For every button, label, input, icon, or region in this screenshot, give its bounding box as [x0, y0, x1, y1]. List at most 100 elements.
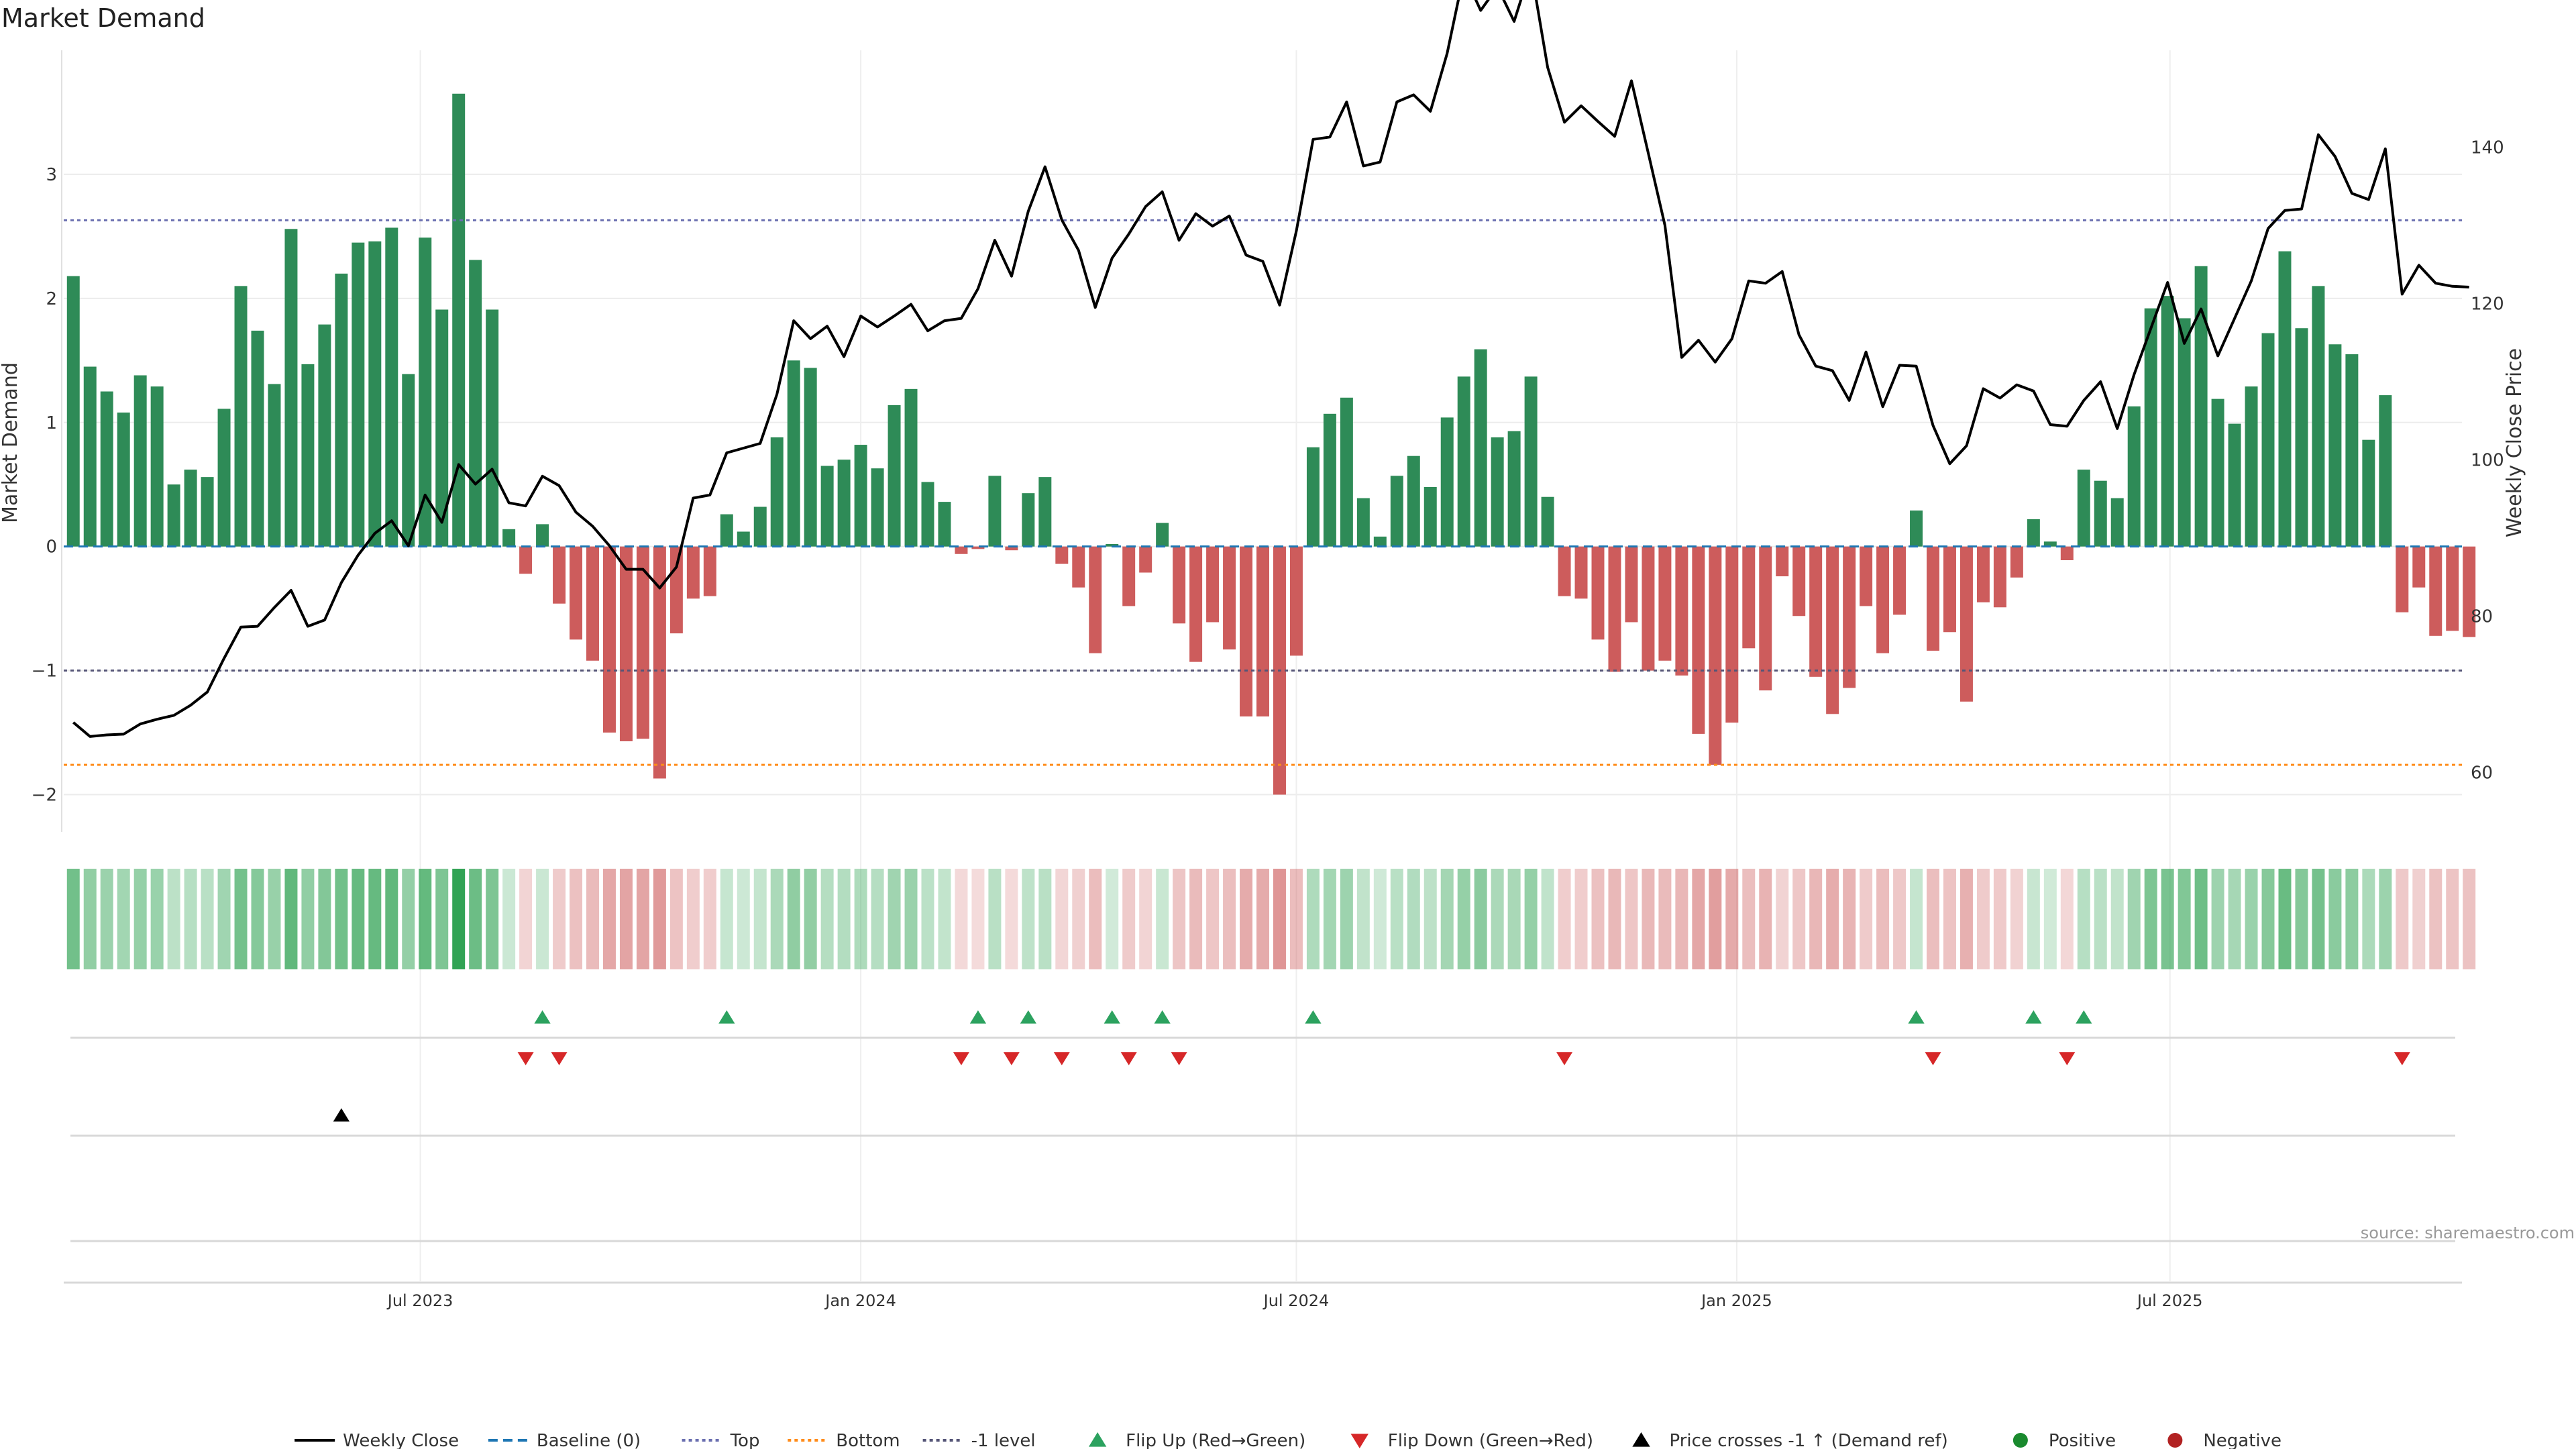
- legend-marker-circle: [2012, 1433, 2028, 1448]
- demand-bar: [570, 546, 583, 640]
- y-axis-label: Market Demand: [0, 362, 22, 523]
- heat-cell: [1742, 869, 1756, 969]
- demand-bar: [1055, 546, 1069, 564]
- heat-cell: [553, 869, 566, 969]
- heat-cell: [988, 869, 1002, 969]
- demand-bar: [1491, 437, 1504, 547]
- flip-down-marker: [2059, 1052, 2076, 1065]
- demand-bar: [1440, 417, 1454, 547]
- demand-bar: [1106, 543, 1119, 547]
- demand-bar: [2094, 480, 2107, 547]
- demand-bar: [284, 229, 298, 547]
- heat-cell: [184, 869, 197, 969]
- heat-cell: [1055, 869, 1069, 969]
- y2-tick-label: 100: [2471, 450, 2504, 470]
- demand-bar: [1507, 431, 1521, 547]
- chart-title: Market Demand: [1, 3, 205, 33]
- heat-cell: [1474, 869, 1487, 969]
- heat-cell: [117, 869, 130, 969]
- heat-cell: [385, 869, 398, 969]
- demand-bar: [1759, 546, 1772, 691]
- demand-bar: [435, 309, 449, 547]
- heat-cell: [2010, 869, 2023, 969]
- heat-cell: [1156, 869, 1169, 969]
- x-tick-label: Jul 2024: [1263, 1291, 1330, 1310]
- heat-cell: [1022, 869, 1035, 969]
- flip-up-marker: [718, 1010, 735, 1024]
- heat-cell: [1625, 869, 1638, 969]
- demand-bar: [1323, 413, 1336, 547]
- heat-cell: [352, 869, 365, 969]
- heat-cell: [1223, 869, 1236, 969]
- flip-down-marker: [1556, 1052, 1573, 1065]
- demand-bar: [1390, 476, 1403, 547]
- heat-cell: [1323, 869, 1336, 969]
- demand-bar: [1725, 546, 1739, 723]
- heat-cell: [1256, 869, 1269, 969]
- legend-marker-circle: [2167, 1433, 2183, 1448]
- y-tick-label: 0: [46, 537, 57, 557]
- heat-cell: [1893, 869, 1907, 969]
- demand-bar: [1189, 546, 1203, 662]
- demand-bar: [2362, 439, 2375, 547]
- y2-axis-label: Weekly Close Price: [2503, 348, 2526, 537]
- heat-cell: [1457, 869, 1470, 969]
- heat-cell: [1390, 869, 1403, 969]
- demand-bar: [502, 529, 516, 547]
- heat-cell: [1524, 869, 1538, 969]
- heat-cell: [1759, 869, 1772, 969]
- heat-cell: [2127, 869, 2141, 969]
- demand-bar: [1893, 546, 1907, 615]
- heat-cell: [904, 869, 918, 969]
- demand-bar: [1139, 546, 1152, 573]
- heat-cell: [100, 869, 113, 969]
- demand-bar: [2027, 519, 2040, 547]
- heat-cell: [804, 869, 817, 969]
- heat-cell: [955, 869, 968, 969]
- demand-bar: [2328, 344, 2342, 547]
- heat-cell: [1574, 869, 1588, 969]
- heat-cell: [201, 869, 214, 969]
- demand-bar: [1625, 546, 1638, 623]
- heat-cell: [787, 869, 800, 969]
- demand-bar: [1843, 546, 1856, 688]
- heat-cell: [921, 869, 934, 969]
- demand-bar: [2110, 498, 2124, 547]
- heat-cell: [971, 869, 985, 969]
- legend-label: Flip Up (Red→Green): [1126, 1431, 1305, 1449]
- heat-cell: [1424, 869, 1437, 969]
- heat-cell: [486, 869, 499, 969]
- demand-bar: [955, 546, 968, 554]
- demand-bar: [452, 93, 466, 547]
- demand-bar: [2194, 266, 2208, 547]
- demand-bar: [1240, 546, 1253, 717]
- demand-bar: [2043, 541, 2057, 547]
- heat-cell: [2412, 869, 2426, 969]
- demand-bar: [1457, 376, 1470, 547]
- heat-cell: [2094, 869, 2107, 969]
- demand-bar: [2178, 318, 2191, 547]
- demand-bar: [201, 477, 214, 547]
- heat-cell: [837, 869, 851, 969]
- demand-bar: [921, 482, 934, 547]
- demand-bar: [1173, 546, 1186, 624]
- demand-bar: [133, 375, 147, 547]
- demand-bar: [1072, 546, 1085, 588]
- y2-tick-label: 80: [2471, 606, 2493, 627]
- heat-cell: [1943, 869, 1956, 969]
- demand-bar: [1306, 447, 1320, 547]
- demand-bar: [117, 412, 130, 547]
- heat-cell: [1709, 869, 1722, 969]
- event-marker-panels: [64, 1010, 2462, 1284]
- demand-bar: [368, 241, 382, 547]
- heat-cell: [570, 869, 583, 969]
- heat-cell: [720, 869, 733, 969]
- heat-cell: [1541, 869, 1554, 969]
- demand-bar: [1424, 486, 1437, 547]
- source-note: source: sharemaestro.com: [2361, 1224, 2575, 1242]
- heat-cell: [1843, 869, 1856, 969]
- demand-bar: [1022, 493, 1035, 547]
- demand-bar: [2228, 423, 2241, 547]
- heat-cell: [1072, 869, 1085, 969]
- legend-label: Weekly Close: [343, 1431, 459, 1449]
